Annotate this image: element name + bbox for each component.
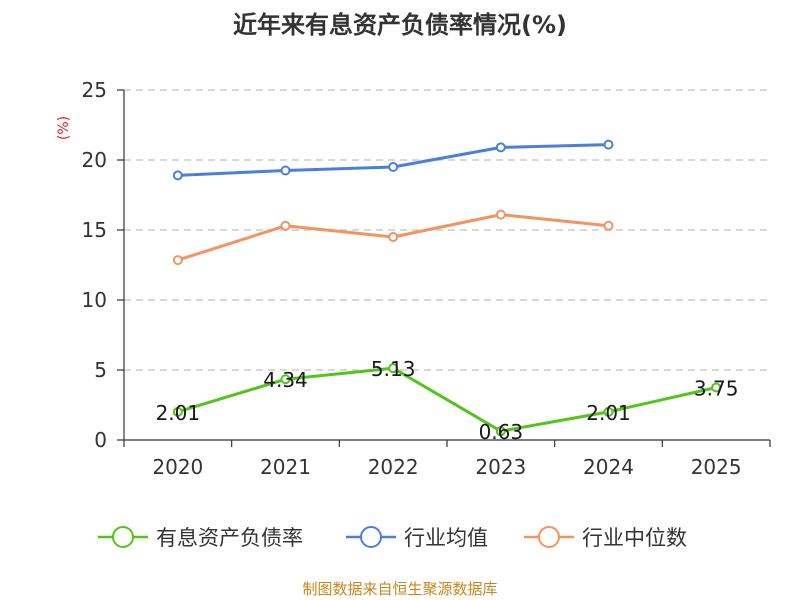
data-point	[495, 426, 506, 437]
data-point	[603, 139, 614, 150]
data-point	[280, 374, 291, 385]
grid-lines	[124, 89, 770, 371]
y-tick-label: 5	[94, 358, 107, 382]
legend-marker	[360, 526, 382, 548]
data-labels: 2.01 4.34 5.13 0.63 2.01 3.75	[156, 357, 739, 444]
data-point	[495, 209, 506, 220]
chart-title: 近年来有息资产负债率情况(%)	[233, 11, 567, 39]
y-tick-labels: 0 5 10 15 20 25	[82, 78, 107, 452]
data-point	[388, 363, 399, 374]
data-point	[388, 232, 399, 242]
legend-label: 行业中位数	[582, 526, 687, 550]
y-tick-label: 10	[82, 288, 107, 312]
y-tick-label: 15	[82, 218, 107, 242]
y-axis-unit: (%)	[56, 116, 72, 140]
y-tick-label: 20	[82, 148, 107, 172]
data-label: 2.01	[156, 401, 201, 425]
x-tick-label: 2025	[691, 455, 742, 479]
axes	[117, 89, 771, 447]
data-point	[172, 170, 183, 181]
x-tick-label: 2024	[583, 455, 634, 479]
data-point	[711, 382, 722, 393]
data-point	[172, 255, 183, 266]
x-tick-label: 2021	[260, 455, 311, 479]
source-note: 制图数据来自恒生聚源数据库	[302, 580, 497, 598]
data-point	[172, 406, 183, 417]
data-point	[603, 406, 614, 417]
series-line-0	[177, 366, 717, 433]
data-point	[495, 142, 506, 153]
data-point	[388, 162, 399, 172]
x-tick-label: 2023	[475, 455, 526, 479]
legend-label: 有息资产负债率	[156, 526, 303, 550]
x-tick-label: 2020	[152, 455, 203, 479]
x-tick-label: 2022	[368, 455, 419, 479]
x-tick-labels: 2020 2021 2022 2023 2024 2025	[152, 455, 741, 479]
data-label: 2.01	[586, 401, 631, 425]
legend: 有息资产负债率 行业均值 行业中位数	[98, 526, 687, 550]
series-lines	[172, 139, 722, 437]
legend-marker	[538, 526, 560, 548]
data-point	[280, 220, 291, 231]
y-tick-label: 0	[94, 428, 107, 452]
legend-label: 行业均值	[404, 526, 488, 550]
data-label: 0.63	[479, 420, 524, 444]
data-point	[603, 220, 614, 231]
data-label: 3.75	[694, 377, 739, 401]
data-label: 5.13	[371, 357, 416, 381]
data-label: 4.34	[263, 368, 308, 392]
y-tick-label: 25	[82, 78, 107, 102]
data-point	[280, 165, 291, 176]
legend-marker	[112, 526, 134, 548]
